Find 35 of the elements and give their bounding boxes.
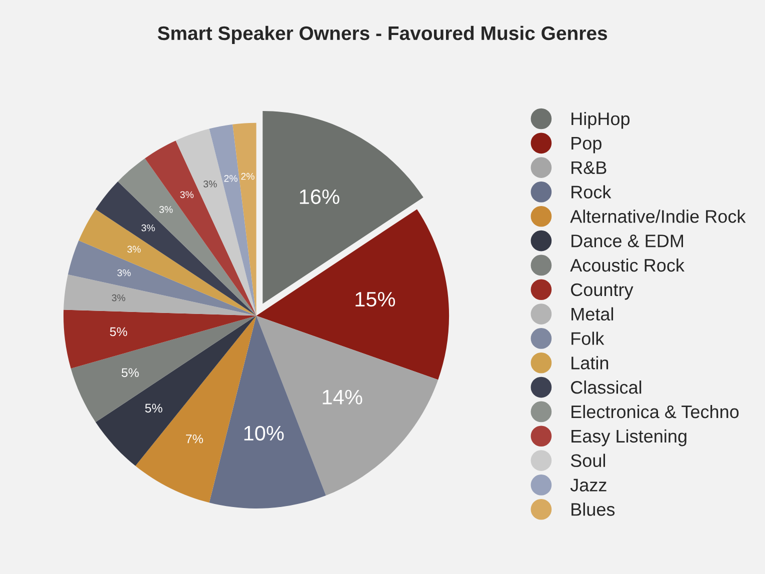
legend-label: Country bbox=[571, 283, 634, 300]
legend-label: Jazz bbox=[570, 478, 606, 492]
legend-label: Classical bbox=[571, 380, 642, 394]
legend-label: Metal bbox=[572, 307, 614, 321]
data-label: 14% bbox=[322, 390, 362, 404]
data-label: 3% bbox=[159, 206, 173, 213]
legend-label: Electronica & Techno bbox=[572, 404, 739, 418]
data-label: 5% bbox=[145, 404, 162, 413]
data-label: 10% bbox=[244, 426, 284, 441]
data-label: 2% bbox=[241, 172, 254, 180]
legend-label: Dance & EDM bbox=[572, 234, 683, 248]
legend-label: Acoustic Rock bbox=[570, 258, 684, 272]
data-label: 3% bbox=[141, 224, 155, 232]
legend-label: HipHop bbox=[572, 112, 630, 129]
legend-label: Latin bbox=[572, 356, 608, 370]
data-label: 3% bbox=[180, 191, 194, 198]
data-label: 3% bbox=[203, 180, 217, 188]
legend-label: Folk bbox=[572, 332, 604, 345]
data-label: 16% bbox=[300, 189, 340, 204]
data-label: 2% bbox=[224, 174, 238, 182]
legend-label: Blues bbox=[572, 502, 615, 516]
legend-label: Rock bbox=[572, 185, 612, 198]
data-label: 15% bbox=[356, 292, 395, 307]
legend-label: Soul bbox=[570, 454, 606, 468]
legend-label: R&B bbox=[572, 161, 606, 174]
data-label: 3% bbox=[117, 269, 131, 276]
data-label: 5% bbox=[122, 368, 139, 378]
legend-label: Pop bbox=[572, 137, 602, 154]
data-label: 7% bbox=[186, 434, 203, 444]
legend-label: Easy Listening bbox=[572, 429, 686, 446]
chart-title: Smart Speaker Owners - Favoured Music Genres bbox=[158, 26, 608, 44]
data-label: 5% bbox=[110, 327, 128, 336]
legend-label: Alternative/Indie Rock bbox=[570, 210, 746, 223]
data-label: 3% bbox=[127, 246, 141, 253]
data-label: 3% bbox=[112, 294, 126, 302]
